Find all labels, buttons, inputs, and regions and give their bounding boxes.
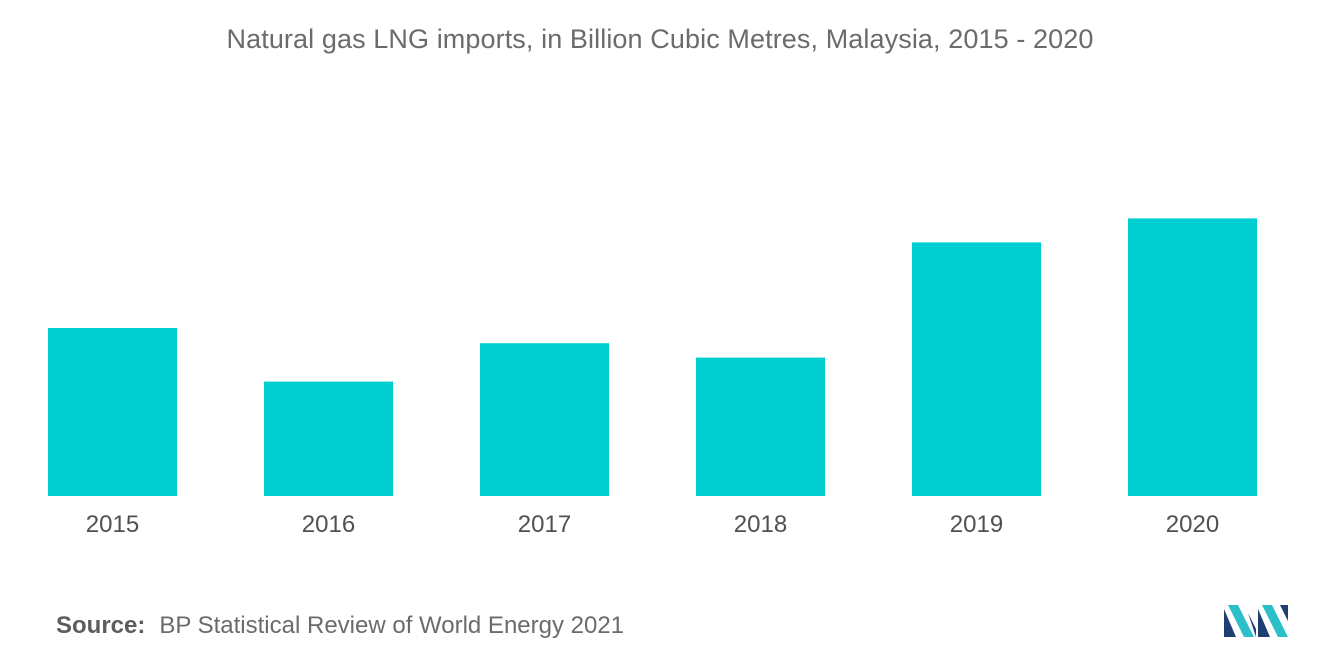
bar-2015 xyxy=(48,328,177,496)
bars-group xyxy=(48,218,1257,496)
source-text: BP Statistical Review of World Energy 20… xyxy=(159,612,625,639)
bar-2017 xyxy=(480,343,609,496)
x-axis-ticks: 2015 2016 2017 2018 2019 2020 xyxy=(86,511,1219,538)
x-tick-label-2015: 2015 xyxy=(86,511,139,538)
bar-2018 xyxy=(696,357,825,496)
x-tick-label-2017: 2017 xyxy=(518,511,571,538)
source-label: Source: xyxy=(56,612,146,639)
x-tick-label-2020: 2020 xyxy=(1166,511,1219,538)
source-note: Source: BP Statistical Review of World En… xyxy=(56,612,624,640)
bar-2016 xyxy=(264,381,393,496)
x-tick-label-2019: 2019 xyxy=(950,511,1003,538)
chart-title: Natural gas LNG imports, in Billion Cubi… xyxy=(226,24,1094,54)
x-tick-label-2018: 2018 xyxy=(734,511,787,538)
bar-2019 xyxy=(912,242,1041,496)
x-tick-label-2016: 2016 xyxy=(302,511,355,538)
bar-2020 xyxy=(1128,218,1257,496)
mordor-intelligence-logo-icon xyxy=(1224,605,1288,637)
